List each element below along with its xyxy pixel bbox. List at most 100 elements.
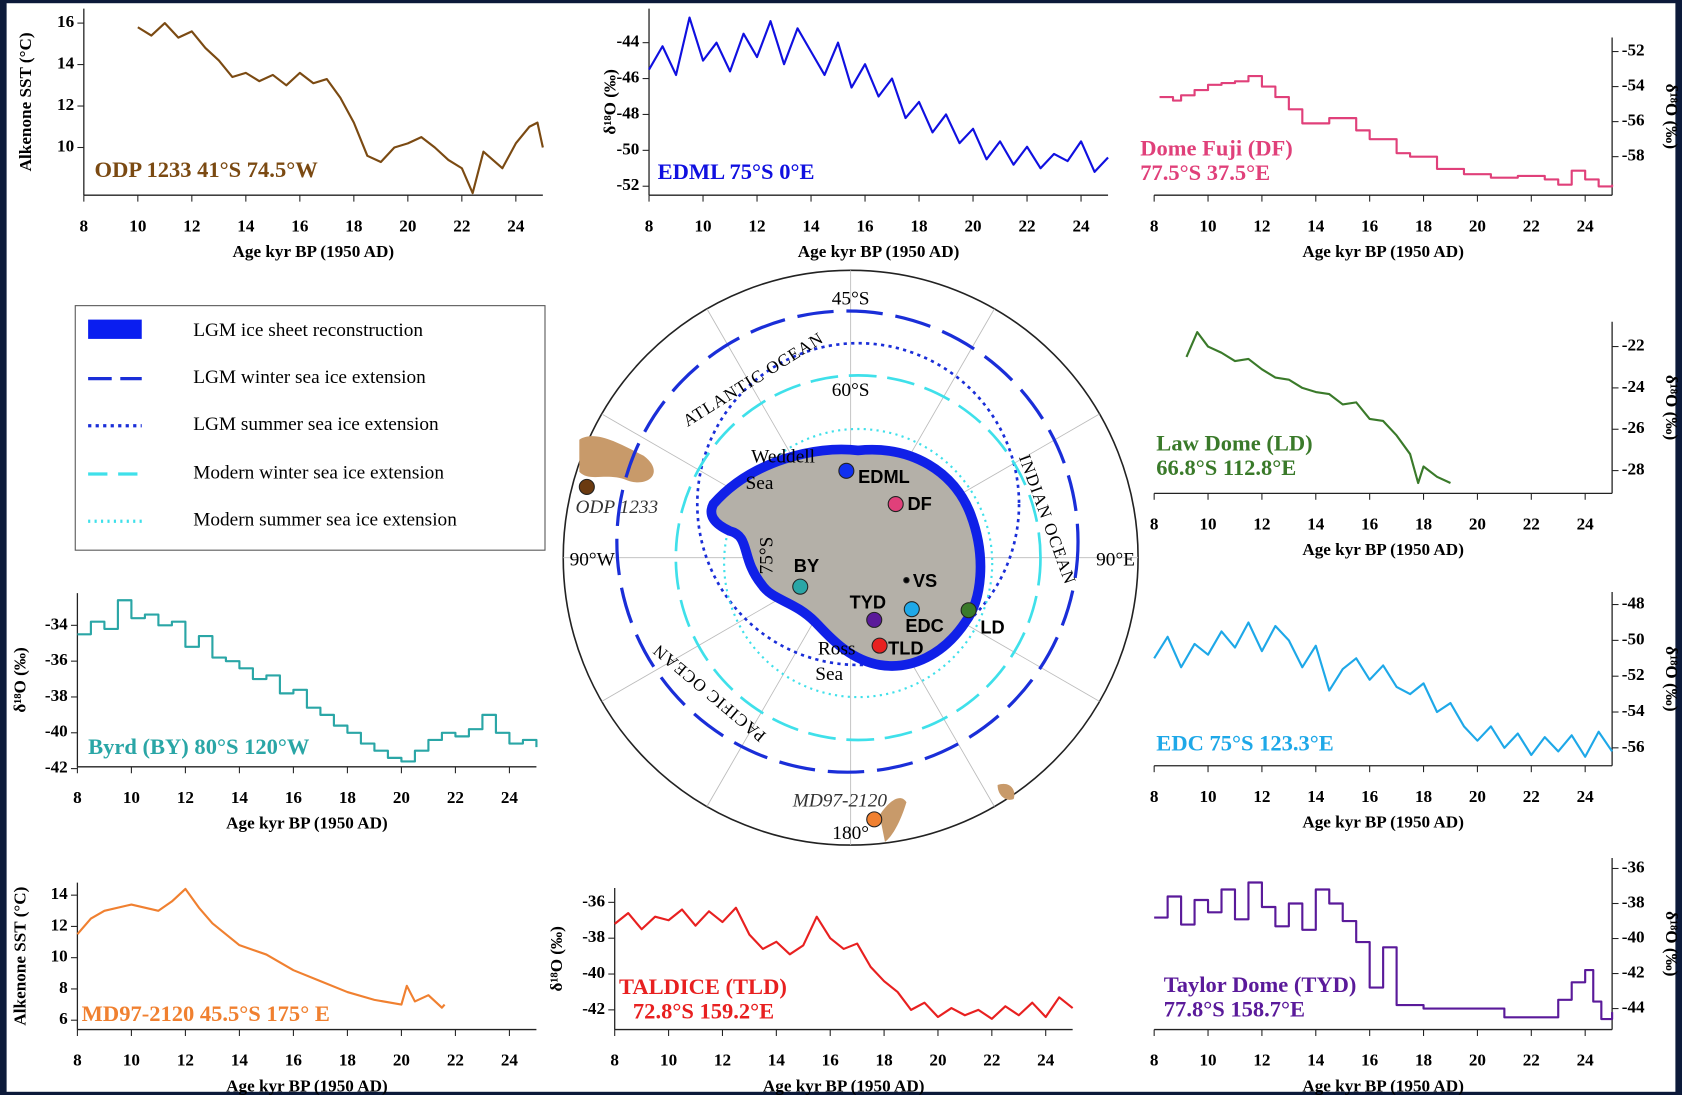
y-tick-label: -42: [1622, 962, 1645, 981]
x-tick-label: 16: [291, 216, 309, 235]
x-tick-label: 22: [447, 1051, 464, 1070]
lon-label: 90°E: [1096, 549, 1135, 570]
y-tick-label: 14: [57, 54, 75, 73]
x-tick-label: 8: [645, 216, 654, 235]
x-tick-label: 22: [1523, 216, 1540, 235]
annotation: TALDICE (TLD): [619, 974, 787, 999]
lat-label: 75°S: [756, 537, 777, 575]
annotation: ODP 1233 41°S 74.5°W: [95, 157, 319, 182]
x-tick-label: 18: [339, 788, 356, 807]
y-axis-label: δ¹⁸O (‰): [547, 926, 566, 991]
y-tick-label: -54: [1622, 701, 1645, 720]
x-tick-label: 12: [1253, 787, 1270, 806]
map-legend: LGM ice sheet reconstruction LGM winter …: [75, 306, 545, 551]
x-tick-label: 24: [501, 788, 519, 807]
x-axis-label: Age kyr BP (1950 AD): [233, 242, 395, 261]
y-tick-label: -34: [45, 614, 68, 633]
x-tick-label: 12: [183, 216, 200, 235]
x-tick-label: 10: [1199, 216, 1216, 235]
x-tick-label: 10: [129, 216, 146, 235]
y-tick-label: -28: [1622, 460, 1645, 479]
y-tick-label: -44: [617, 32, 640, 51]
site-label: EDC: [905, 615, 943, 636]
x-tick-label: 14: [802, 216, 820, 235]
y-tick-label: -50: [1622, 629, 1645, 648]
x-tick-label: 14: [1307, 1051, 1325, 1070]
annotation: Dome Fuji (DF): [1140, 135, 1293, 160]
y-tick-label: 8: [59, 978, 68, 997]
x-tick-label: 20: [1469, 1051, 1486, 1070]
y-tick-label: 16: [57, 12, 75, 31]
y-axis-label: δ¹⁸O (‰): [1662, 84, 1681, 149]
annotation: MD97-2120 45.5°S 175° E: [82, 1001, 330, 1026]
annotation: EDML 75°S 0°E: [658, 159, 815, 184]
x-tick-label: 22: [447, 788, 464, 807]
y-tick-label: -40: [45, 722, 68, 741]
x-axis-label: Age kyr BP (1950 AD): [1302, 813, 1464, 832]
y-tick-label: -38: [45, 686, 68, 705]
x-tick-label: 8: [1150, 514, 1159, 533]
x-tick-label: 20: [1469, 514, 1486, 533]
x-axis-label: Age kyr BP (1950 AD): [226, 1076, 388, 1095]
x-tick-label: 10: [1199, 514, 1216, 533]
annotation: EDC 75°S 123.3°E: [1156, 731, 1334, 756]
x-tick-label: 18: [910, 216, 927, 235]
y-tick-label: 14: [51, 884, 69, 903]
y-tick-label: -52: [1622, 665, 1645, 684]
legend-label: LGM summer sea ice extension: [193, 414, 439, 435]
x-tick-label: 14: [237, 216, 255, 235]
site-label: DF: [907, 493, 931, 514]
site-label: BY: [794, 555, 819, 576]
x-tick-label: 8: [1150, 1051, 1159, 1070]
lat-label: 60°S: [832, 380, 870, 401]
y-tick-label: 10: [57, 136, 74, 155]
x-tick-label: 24: [1577, 787, 1595, 806]
sea-label: Weddell: [751, 446, 815, 467]
annotation: 66.8°S 112.8°E: [1156, 455, 1296, 480]
x-tick-label: 10: [694, 216, 711, 235]
x-tick-label: 8: [1150, 787, 1159, 806]
x-axis-label: Age kyr BP (1950 AD): [763, 1076, 925, 1095]
y-axis-label: Alkenone SST (°C): [11, 887, 30, 1026]
x-tick-label: 16: [856, 216, 874, 235]
lon-label: 180°: [832, 823, 869, 844]
x-tick-label: 14: [1307, 787, 1325, 806]
y-tick-label: -36: [582, 891, 605, 910]
x-tick-label: 8: [610, 1051, 619, 1070]
x-tick-label: 24: [1037, 1051, 1055, 1070]
x-tick-label: 10: [1199, 787, 1216, 806]
x-tick-label: 18: [1415, 1051, 1432, 1070]
x-tick-label: 12: [714, 1051, 731, 1070]
x-tick-label: 10: [123, 788, 140, 807]
x-tick-label: 24: [1577, 514, 1595, 533]
x-tick-label: 8: [1150, 216, 1159, 235]
x-tick-label: 20: [929, 1051, 946, 1070]
y-tick-label: -48: [1622, 593, 1645, 612]
x-tick-label: 16: [285, 788, 303, 807]
lon-label: 90°W: [570, 549, 616, 570]
x-axis-label: Age kyr BP (1950 AD): [798, 242, 960, 261]
y-tick-label: -40: [582, 963, 605, 982]
x-tick-label: 12: [177, 788, 194, 807]
y-tick-label: -52: [617, 175, 640, 194]
y-axis-label: Alkenone SST (°C): [16, 32, 35, 171]
x-tick-label: 20: [1469, 787, 1486, 806]
y-tick-label: -56: [1622, 111, 1645, 130]
x-tick-label: 16: [1361, 1051, 1379, 1070]
legend-swatch: [88, 320, 142, 339]
annotation: 77.5°S 37.5°E: [1140, 160, 1270, 185]
lat-label: 45°S: [832, 289, 870, 310]
y-tick-label: 12: [51, 915, 68, 934]
y-tick-label: -38: [582, 927, 605, 946]
x-tick-label: 8: [73, 788, 82, 807]
y-axis-label: δ¹⁸O (‰): [1662, 911, 1681, 976]
y-tick-label: -46: [617, 67, 640, 86]
x-axis-label: Age kyr BP (1950 AD): [1302, 1076, 1464, 1095]
site-label: EDML: [858, 466, 910, 487]
y-tick-label: -56: [1622, 737, 1645, 756]
x-tick-label: 22: [983, 1051, 1000, 1070]
x-tick-label: 14: [1307, 514, 1325, 533]
site-label: VS: [913, 570, 937, 591]
x-tick-label: 24: [1072, 216, 1090, 235]
y-tick-label: -48: [617, 103, 640, 122]
